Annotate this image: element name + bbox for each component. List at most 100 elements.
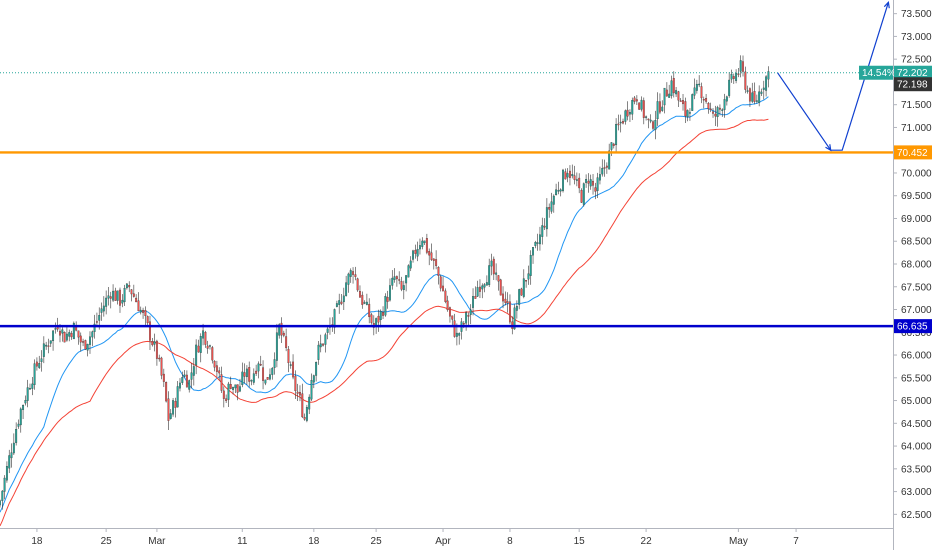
candle xyxy=(421,237,424,250)
candle xyxy=(315,361,318,382)
candle-body xyxy=(379,311,382,321)
candle xyxy=(386,290,389,309)
candle xyxy=(552,194,555,213)
candle-body xyxy=(742,61,744,72)
candle-body xyxy=(19,408,22,426)
candle xyxy=(700,82,703,104)
candle-body xyxy=(229,384,232,389)
candle-body xyxy=(543,225,546,228)
price-tick-label: 73.500 xyxy=(901,9,932,20)
support-tag: 66.635 xyxy=(894,319,932,334)
candle-body xyxy=(8,455,11,469)
candle xyxy=(672,71,675,98)
candle-body xyxy=(442,285,444,292)
candle-body xyxy=(555,189,558,196)
candle-body xyxy=(596,177,599,191)
candle-body xyxy=(324,334,327,345)
candle-body xyxy=(449,307,451,317)
candle xyxy=(137,292,140,312)
candle-body xyxy=(248,367,251,382)
candle xyxy=(562,168,564,193)
candle xyxy=(153,333,156,352)
candle-body xyxy=(365,301,368,305)
price-tick-label: 64.000 xyxy=(901,442,932,453)
candle xyxy=(765,75,768,97)
candle-body xyxy=(732,76,735,79)
candle-body xyxy=(10,452,13,459)
candle xyxy=(617,114,620,131)
candle-body xyxy=(359,291,361,298)
time-axis[interactable]: 18 25 Mar 11 18 25 Apr 8 15 22 May 7 xyxy=(0,528,893,550)
candle-body xyxy=(169,413,172,419)
candle xyxy=(709,102,712,113)
candle-body xyxy=(250,380,253,382)
candle-body xyxy=(199,336,202,353)
candle-body xyxy=(243,372,246,377)
candle-body xyxy=(492,258,495,275)
candle-body xyxy=(479,286,481,292)
candle-body xyxy=(552,195,555,205)
candle xyxy=(469,304,472,325)
candle-body xyxy=(222,390,225,399)
candle xyxy=(497,275,500,291)
candle xyxy=(245,365,248,385)
candle xyxy=(458,332,461,345)
candle-body xyxy=(245,368,248,378)
candle-body xyxy=(262,367,265,381)
candle-body xyxy=(668,93,671,98)
candle xyxy=(568,165,571,186)
candle xyxy=(619,114,622,133)
candle xyxy=(151,337,154,347)
time-tick-label: 25 xyxy=(371,536,383,547)
candle-body xyxy=(335,303,338,307)
candle xyxy=(598,166,601,185)
candle-body xyxy=(592,180,594,186)
plot-area[interactable] xyxy=(0,0,893,527)
candle xyxy=(670,75,673,99)
candle xyxy=(661,100,664,112)
candle-body xyxy=(305,407,308,421)
candle xyxy=(105,290,108,315)
candle-body xyxy=(485,282,488,286)
candle-body xyxy=(758,91,761,103)
candle xyxy=(234,384,237,393)
candle xyxy=(86,343,89,357)
candle xyxy=(24,395,27,406)
candle xyxy=(301,383,304,419)
candle xyxy=(63,331,66,343)
candle xyxy=(10,443,13,468)
candle-body xyxy=(45,344,48,347)
candle xyxy=(289,361,292,369)
candle-body xyxy=(481,285,484,290)
candle-body xyxy=(760,91,763,94)
candle xyxy=(305,404,308,423)
candle xyxy=(626,101,629,121)
candle xyxy=(665,82,668,97)
candle xyxy=(555,183,558,196)
price-axis[interactable]: 62.500 63.000 63.500 64.000 64.500 65.000 65.5… xyxy=(893,0,932,550)
candle xyxy=(472,288,474,316)
candle-body xyxy=(40,358,43,363)
candle-body xyxy=(718,107,721,110)
candle-body xyxy=(663,87,666,106)
candle xyxy=(714,105,717,126)
candle xyxy=(753,82,756,105)
candle-body xyxy=(425,238,428,253)
candle-body xyxy=(419,245,421,250)
candle xyxy=(209,344,211,350)
candle-body xyxy=(522,278,525,297)
candle xyxy=(559,188,562,197)
candle-body xyxy=(405,275,408,284)
candle xyxy=(149,315,151,351)
candle-body xyxy=(580,189,583,203)
candle-body xyxy=(312,375,315,383)
candle-body xyxy=(455,332,458,337)
candle-body xyxy=(472,296,474,308)
candle-body xyxy=(91,331,94,338)
candle xyxy=(465,311,468,331)
candle-body xyxy=(3,477,6,492)
candle-body xyxy=(640,99,643,110)
